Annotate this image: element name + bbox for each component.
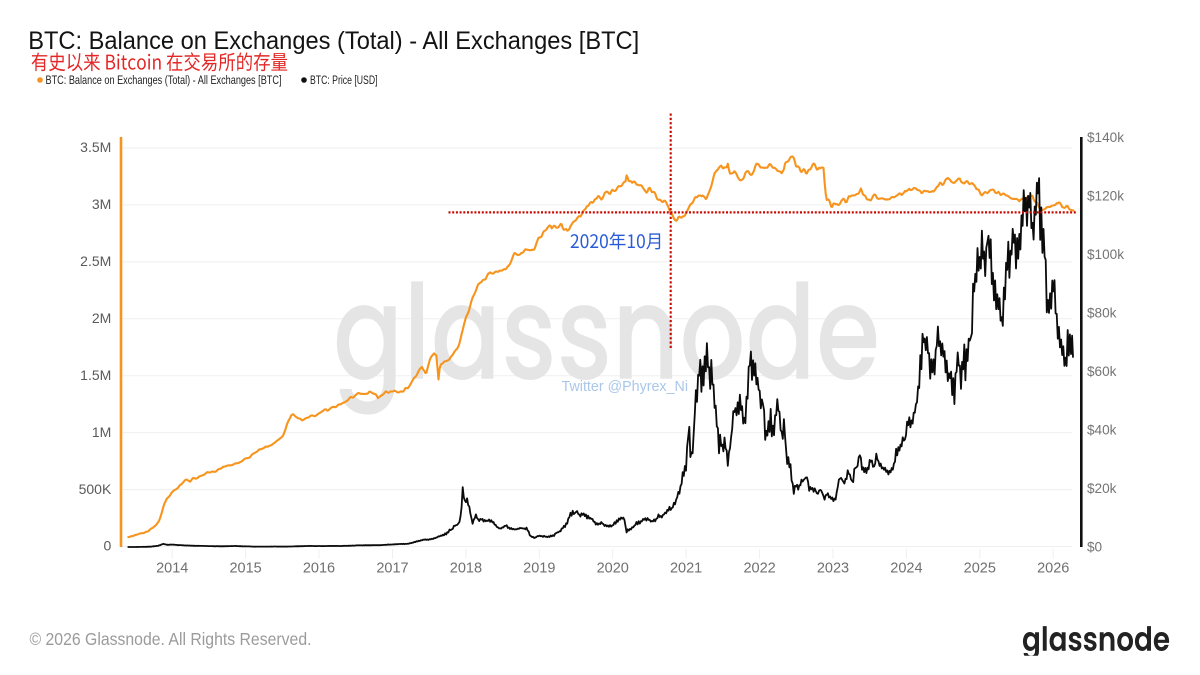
svg-text:2.5M: 2.5M (80, 253, 111, 269)
svg-text:Twitter @Phyrex_Ni: Twitter @Phyrex_Ni (562, 379, 689, 395)
svg-text:2015: 2015 (229, 560, 261, 576)
svg-text:1M: 1M (92, 424, 111, 440)
svg-text:0: 0 (104, 538, 112, 554)
svg-text:2025: 2025 (964, 560, 996, 576)
svg-text:2024: 2024 (890, 560, 922, 576)
svg-text:2017: 2017 (376, 560, 408, 576)
svg-text:$140k: $140k (1087, 130, 1124, 145)
svg-text:$120k: $120k (1087, 189, 1124, 204)
svg-text:BTC: Balance on Exchanges (Tot: BTC: Balance on Exchanges (Total) - All … (46, 73, 282, 87)
svg-text:$60k: $60k (1087, 364, 1117, 379)
svg-text:2020: 2020 (597, 560, 629, 576)
svg-text:2014: 2014 (156, 560, 188, 576)
svg-text:BTC: Balance on Exchanges (Tot: BTC: Balance on Exchanges (Total) - All … (28, 27, 639, 55)
svg-text:$20k: $20k (1087, 481, 1117, 496)
svg-text:$40k: $40k (1087, 423, 1117, 438)
svg-text:3M: 3M (92, 196, 111, 212)
svg-text:2M: 2M (92, 310, 111, 326)
svg-text:BTC: Price [USD]: BTC: Price [USD] (310, 73, 378, 87)
svg-text:500K: 500K (79, 481, 112, 497)
svg-text:3.5M: 3.5M (80, 139, 111, 155)
svg-text:2023: 2023 (817, 560, 849, 576)
svg-text:$100k: $100k (1087, 247, 1124, 262)
svg-text:2026: 2026 (1037, 560, 1069, 576)
svg-text:2019: 2019 (523, 560, 555, 576)
svg-text:$0: $0 (1087, 540, 1103, 555)
svg-text:2016: 2016 (303, 560, 335, 576)
svg-text:2021: 2021 (670, 560, 702, 576)
svg-text:$80k: $80k (1087, 306, 1117, 321)
svg-text:2022: 2022 (743, 560, 775, 576)
svg-text:© 2026 Glassnode. All Rights R: © 2026 Glassnode. All Rights Reserved. (30, 629, 312, 649)
svg-text:1.5M: 1.5M (80, 367, 111, 383)
svg-text:2018: 2018 (450, 560, 482, 576)
